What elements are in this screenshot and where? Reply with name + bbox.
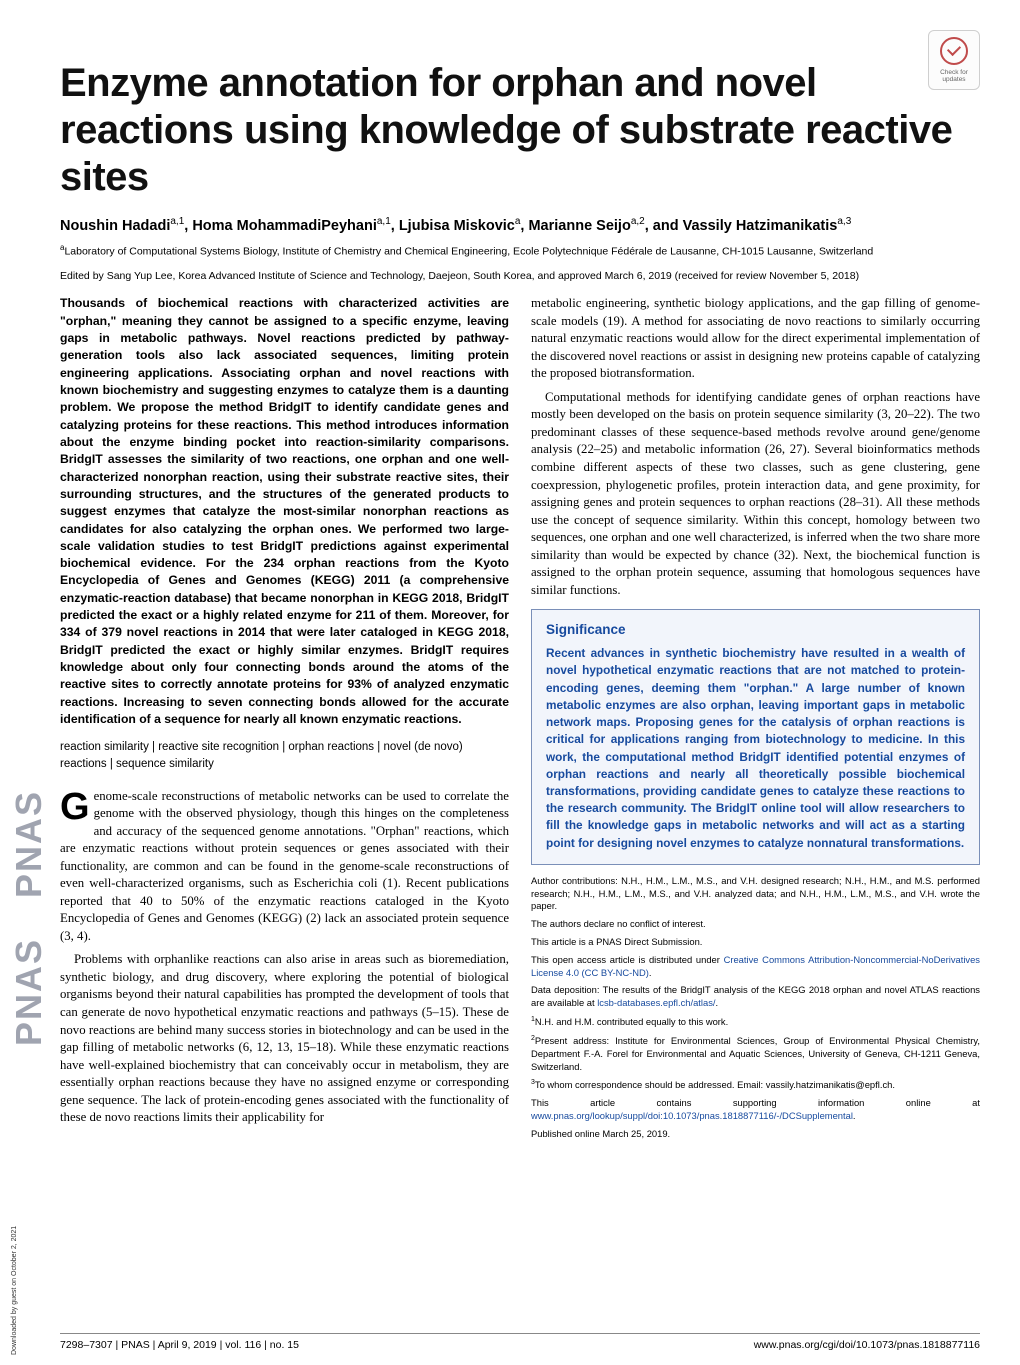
conflict-of-interest: The authors declare no conflict of inter… (531, 918, 980, 931)
page-content: Check for updates Enzyme annotation for … (60, 40, 980, 1146)
pnas-text-1: PNAS (8, 938, 50, 1046)
direct-submission: This article is a PNAS Direct Submission… (531, 936, 980, 949)
footer-right: www.pnas.org/cgi/doi/10.1073/pnas.181887… (754, 1339, 980, 1351)
right-para-1: metabolic engineering, synthetic biology… (531, 295, 980, 383)
equal-contribution: 1N.H. and H.M. contributed equally to th… (531, 1015, 980, 1029)
significance-box: Significance Recent advances in syntheti… (531, 609, 980, 865)
correspondence: 3To whom correspondence should be addres… (531, 1078, 980, 1092)
check-updates-badge[interactable]: Check for updates (928, 30, 980, 90)
pnas-vertical-logo: PNAS PNAS (8, 260, 34, 1060)
page-footer: 7298–7307 | PNAS | April 9, 2019 | vol. … (60, 1333, 980, 1351)
checkmark-icon (940, 37, 968, 65)
downloaded-note: Downloaded by guest on October 2, 2021 (11, 1226, 18, 1355)
edited-by: Edited by Sang Yup Lee, Korea Advanced I… (60, 269, 980, 283)
license: This open access article is distributed … (531, 954, 980, 980)
updates-label: Check for updates (940, 69, 968, 83)
footer-left: 7298–7307 | PNAS | April 9, 2019 | vol. … (60, 1339, 299, 1351)
intro-para-1: Genome-scale reconstructions of metaboli… (60, 788, 509, 946)
present-address: 2Present address: Institute for Environm… (531, 1034, 980, 1073)
significance-body: Recent advances in synthetic biochemistr… (546, 645, 965, 852)
data-deposition: Data deposition: The results of the Brid… (531, 984, 980, 1010)
affiliation: aLaboratory of Computational Systems Bio… (60, 243, 980, 259)
article-title: Enzyme annotation for orphan and novel r… (60, 60, 980, 202)
pnas-text-2: PNAS (8, 790, 50, 898)
supporting-info: This article contains supporting informa… (531, 1097, 980, 1123)
data-link[interactable]: lcsb-databases.epfl.ch/atlas/ (597, 997, 715, 1008)
left-column: Thousands of biochemical reactions with … (60, 295, 509, 1145)
keywords: reaction similarity | reactive site reco… (60, 739, 509, 771)
published-online: Published online March 25, 2019. (531, 1128, 980, 1141)
right-para-2: Computational methods for identifying ca… (531, 389, 980, 599)
intro-para-2: Problems with orphanlike reactions can a… (60, 951, 509, 1126)
author-list: Noushin Hadadia,1, Homa MohammadiPeyhani… (60, 216, 980, 234)
right-column: metabolic engineering, synthetic biology… (531, 295, 980, 1145)
author-contributions: Author contributions: N.H., H.M., L.M., … (531, 875, 980, 913)
dropcap: G (60, 788, 94, 823)
significance-heading: Significance (546, 622, 965, 637)
supporting-link[interactable]: www.pnas.org/lookup/suppl/doi:10.1073/pn… (531, 1110, 853, 1121)
abstract: Thousands of biochemical reactions with … (60, 295, 509, 728)
